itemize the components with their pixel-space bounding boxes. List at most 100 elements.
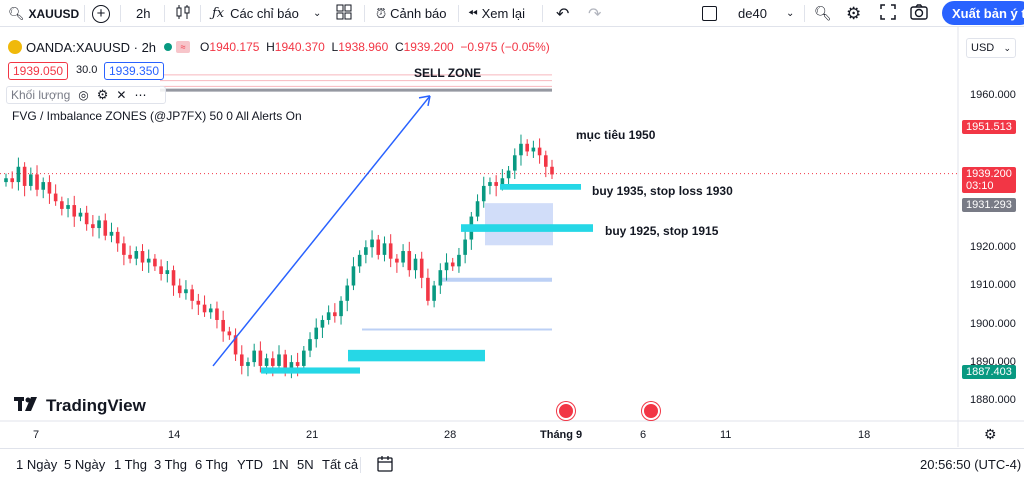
alarm-clock-icon: ⏰︎	[376, 5, 387, 21]
divider	[84, 5, 85, 22]
range-all-button[interactable]: Tất cả	[322, 457, 359, 472]
fullscreen-button[interactable]	[880, 0, 896, 27]
candle-body	[519, 143, 523, 156]
redo-button[interactable]: ↷	[588, 0, 601, 27]
rewind-icon: ⏪︎	[468, 6, 478, 20]
range-1y-button[interactable]: 1N	[272, 457, 289, 472]
candle-body	[302, 350, 306, 366]
us-flag-event-icon[interactable]	[557, 402, 575, 420]
candle-body	[246, 362, 250, 366]
range-ytd-button[interactable]: YTD	[237, 457, 263, 472]
candle-body	[239, 354, 244, 366]
candle-body	[339, 300, 343, 317]
currency-select[interactable]: USD ⌄	[966, 38, 1016, 58]
candle-body	[444, 262, 449, 271]
time-tick: 14	[168, 429, 181, 441]
indicators-label: Các chỉ báo	[230, 6, 299, 21]
range-6m-button[interactable]: 6 Thg	[195, 457, 229, 472]
candle-body	[91, 224, 95, 229]
symbol-search-button[interactable]: 🔍︎ XAUUSD	[8, 0, 79, 27]
compare-add-button[interactable]: +	[92, 0, 110, 27]
candle-body	[184, 289, 188, 294]
settings-button[interactable]: ⚙	[846, 0, 861, 27]
mid-price-tag: 1931.293	[962, 198, 1016, 212]
quick-search-button[interactable]: 🔍︎	[814, 0, 832, 27]
publish-idea-button[interactable]: Xuất bản ý tư	[942, 1, 1024, 25]
candle-body	[314, 327, 319, 340]
candle-body	[171, 270, 176, 286]
camera-icon	[910, 4, 928, 23]
range-1m-button[interactable]: 1 Thg	[114, 457, 148, 472]
bottom-toolbar: 1 Ngày 5 Ngày 1 Thg 3 Thg 6 Thg YTD 1N 5…	[0, 448, 1024, 480]
chevron-down-icon: ⌄	[786, 8, 795, 19]
candle-body	[221, 319, 225, 332]
candles-icon	[174, 3, 192, 24]
top-toolbar: 🔍︎ XAUUSD + 2h ƒx Các chỉ báo ⌄ ⏰︎ Cảnh …	[0, 0, 1024, 27]
calendar-icon	[376, 456, 394, 477]
indicators-icon: ƒx	[212, 6, 225, 21]
grid-icon	[336, 4, 352, 23]
chart-type-button[interactable]	[174, 0, 192, 27]
candle-body	[432, 285, 436, 301]
candle-body	[376, 239, 381, 255]
candle-body	[351, 266, 356, 286]
square-icon	[702, 6, 717, 21]
plus-circle-icon: +	[92, 4, 110, 23]
gear-icon[interactable]: ⚙	[96, 87, 109, 102]
layout-button[interactable]	[702, 0, 717, 27]
candle-body	[370, 239, 374, 248]
search-icon: 🔍︎	[8, 5, 25, 21]
data-source-icon: ≈	[176, 41, 191, 53]
candle-body	[512, 155, 517, 171]
time-tick: 11	[720, 429, 732, 441]
axis-settings-icon[interactable]: ⚙	[984, 426, 997, 442]
candle-body	[494, 182, 498, 186]
candle-body	[4, 178, 8, 183]
time-tick: 18	[858, 429, 871, 441]
alerts-label: Cảnh báo	[390, 6, 447, 21]
range-5d-button[interactable]: 5 Ngày	[64, 457, 106, 472]
time-tick: 6	[640, 429, 647, 441]
candle-body	[159, 266, 163, 275]
hide-eye-icon[interactable]: ◎	[78, 88, 89, 102]
candle-body	[122, 243, 126, 255]
legend-title[interactable]: OANDA:XAUUSD · 2h	[26, 39, 157, 55]
buy-price-button[interactable]: 1939.350	[104, 62, 165, 80]
replay-label: Xem lại	[481, 6, 525, 21]
alerts-button[interactable]: ⏰︎ Cảnh báo	[376, 0, 447, 27]
indicators-button[interactable]: ƒx Các chỉ báo	[212, 0, 299, 27]
chart-pane[interactable]	[0, 27, 1024, 447]
redo-icon: ↷	[588, 5, 602, 23]
more-icon[interactable]: ⋯	[134, 88, 147, 102]
symbol-label: XAUUSD	[28, 6, 80, 21]
candle-body	[72, 205, 77, 217]
replay-button[interactable]: ⏪︎ Xem lại	[468, 0, 525, 27]
candle-body	[270, 358, 275, 366]
layout-name-button[interactable]: de40	[738, 0, 767, 27]
candle-body	[215, 308, 219, 320]
price-chart[interactable]	[0, 27, 1024, 447]
buy-zone-1925	[461, 224, 593, 232]
sell-price-button[interactable]: 1939.050	[8, 62, 69, 80]
candle-body	[289, 362, 294, 370]
undo-button[interactable]: ↶	[556, 0, 569, 27]
snapshot-button[interactable]	[910, 0, 928, 27]
close-icon[interactable]: ✕	[116, 88, 127, 102]
range-5y-button[interactable]: 5N	[297, 457, 314, 472]
us-flag-event-icon[interactable]	[642, 402, 660, 420]
candle-body	[457, 254, 461, 267]
indicators-dropdown-button[interactable]: ⌄	[313, 0, 321, 27]
templates-button[interactable]	[336, 0, 352, 27]
candle-body	[438, 270, 443, 286]
range-1d-button[interactable]: 1 Ngày	[16, 457, 58, 472]
range-3m-button[interactable]: 3 Thg	[154, 457, 188, 472]
layout-dropdown-button[interactable]: ⌄	[786, 0, 794, 27]
interval-button[interactable]: 2h	[136, 0, 150, 27]
indicator-legend[interactable]: FVG / Imbalance ZONES (@JP7FX) 50 0 All …	[12, 109, 302, 123]
goto-date-button[interactable]	[376, 455, 394, 478]
candle-body	[165, 270, 170, 275]
buy-zone-1935	[500, 184, 581, 190]
utc-clock[interactable]: 20:56:50 (UTC-4)	[920, 457, 1022, 472]
currency-label: USD	[971, 42, 995, 54]
candle-body	[264, 358, 269, 366]
